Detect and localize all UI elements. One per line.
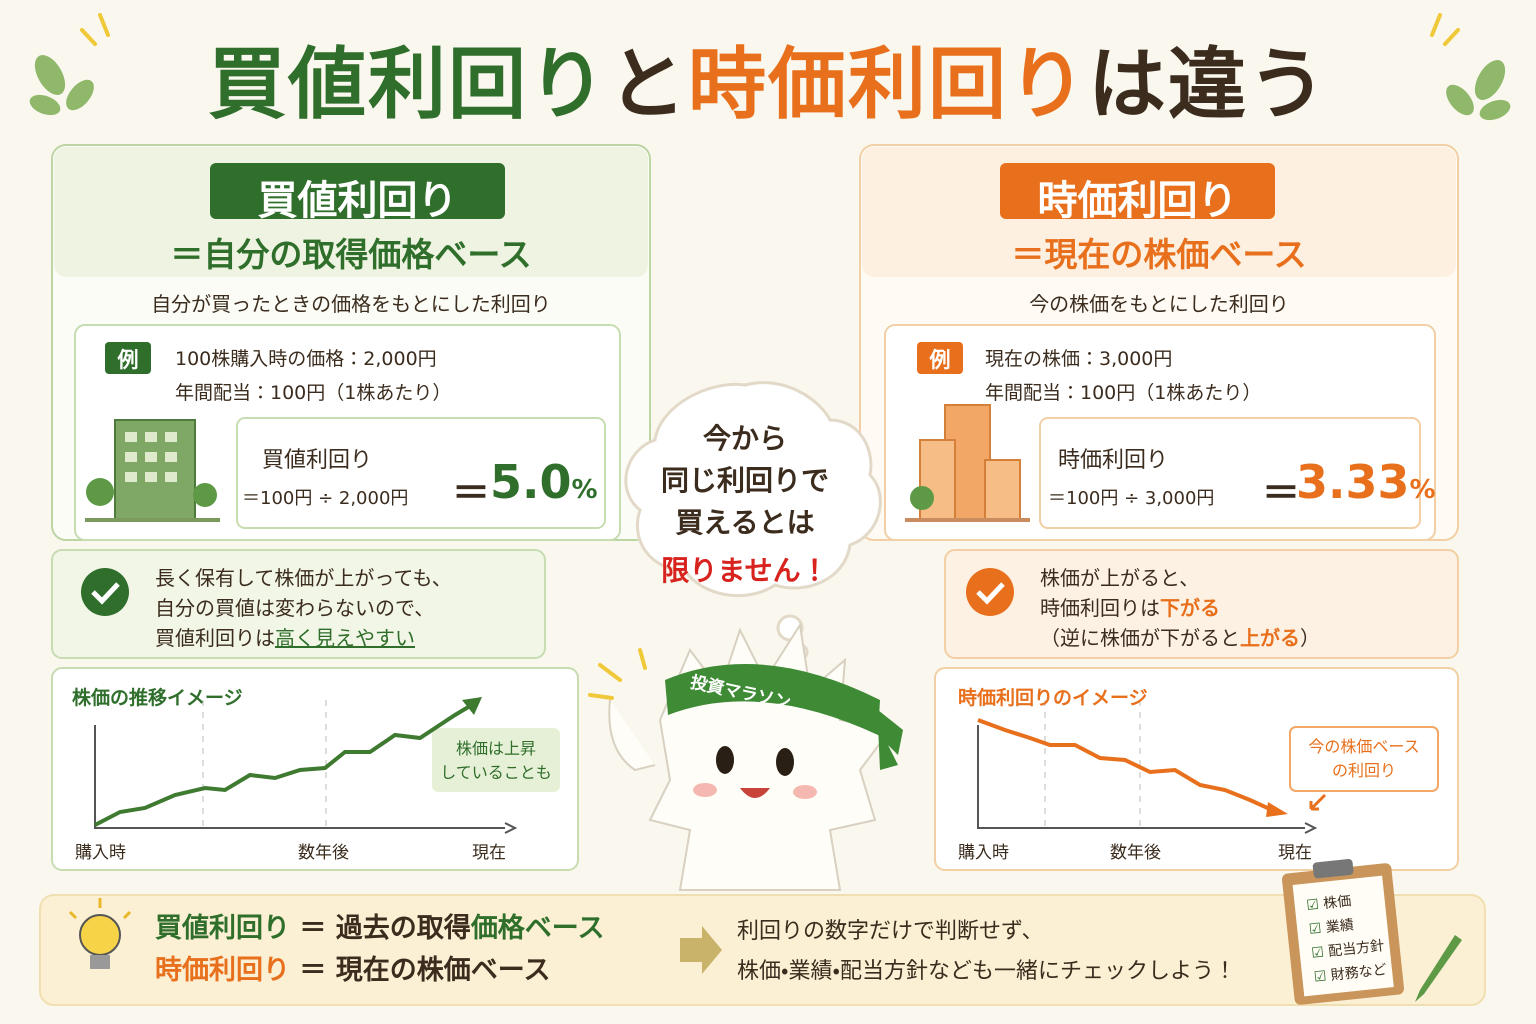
example-line: 現在の株価：3,000円 [985,348,1173,370]
chart-title: 時価利回りのイメージ [958,687,1148,709]
badge: 買値利回り [257,178,458,224]
sparkles [80,13,1460,700]
point-part: 買値利回りは [155,626,275,650]
summary-part: 時価利回り [155,955,290,986]
note-line: 今の株価ベース [1308,737,1420,756]
result-value: 5.0 [490,455,572,509]
checklist: ☑ 株価 ☑ 業績 ☑ 配当方針 ☑ 財務など [1305,886,1388,989]
summary-part: ＝ 過去の取得 [299,913,471,944]
result-unit: % [1409,475,1436,505]
note-line: していることも [440,763,552,782]
point-highlight: 上がる [1240,626,1300,650]
x-label: 数年後 [298,843,349,863]
point-line: 株価が上がると、 [1040,566,1200,590]
subtitle: ＝現在の株価ベース [1011,235,1307,274]
calc-label: 買値利回り [262,448,373,473]
check-text: 業績 [1325,917,1355,937]
title-part: 時価利回り [688,40,1089,130]
calc-equals: ＝ [452,471,491,515]
badge: 時価利回り [1037,178,1238,224]
subtitle: ＝自分の取得価格ベース [170,235,532,274]
check-text: 株価 [1322,893,1353,913]
calc-equals: ＝ [1262,471,1301,515]
bubble-line: 限りません！ [661,554,829,587]
leaves [29,55,1511,121]
point-line: 長く保有して株価が上がっても、 [155,566,452,590]
x-label: 数年後 [1110,843,1161,863]
bulb [68,898,132,969]
advice-line: 株価・業績・配当方針なども一緒にチェックしよう！ [737,959,1236,984]
advice: 利回りの数字だけで判断せず、株価・業績・配当方針なども一緒にチェックしよう！ [737,912,1236,992]
point-highlight: 下がる [1160,596,1220,620]
example-tag: 例 [117,348,139,372]
x-label: 購入時 [958,843,1009,863]
point-part: （逆に株価が下がると [1040,626,1240,650]
check-text: 財務など [1330,962,1388,984]
calc-result: 3.33% [1296,455,1436,509]
summary-part: ＝ 現在の株価ベース [299,955,551,986]
calc-label: 時価利回り [1058,448,1169,473]
calc-result: 5.0% [490,455,598,509]
point-line: 自分の買値は変わらないので、 [155,596,435,620]
description: 今の株価をもとにした利回り [1029,292,1289,316]
x-label: 現在 [472,843,506,863]
bubble-line: 同じ利回りで [660,464,829,497]
mascot [608,622,903,891]
x-label: 現在 [1278,843,1312,863]
summary-line: 買値利回り ＝ 過去の取得価格ベース [155,908,604,950]
point-part: ） [1300,626,1320,650]
point-line: 時価利回りは下がる [1040,593,1320,623]
title-part: と [607,40,688,130]
result-value: 3.33 [1296,455,1410,509]
chart-note: 株価は上昇していることも [432,737,560,785]
calc-formula: ＝100円 ÷ 2,000円 [242,488,409,509]
title-part: は違う [1088,40,1329,130]
description: 自分が買ったときの価格をもとにした利回り [151,292,551,316]
check-text: 配当方針 [1327,938,1385,960]
point-highlight: 高く見えやすい [275,626,415,650]
building-left [85,419,220,522]
building-right [905,404,1030,522]
chart-title: 株価の推移イメージ [72,687,243,709]
bubble-line: 今から [702,422,787,455]
clipboard [1281,859,1462,1005]
example-line: 100株購入時の価格：2,000円 [175,348,437,370]
example-line: 年間配当：100円（1株あたり） [175,382,452,404]
calc-formula: ＝100円 ÷ 3,000円 [1048,488,1215,509]
summary-line: 時価利回り ＝ 現在の株価ベース [155,950,604,992]
title-part: 買値利回り [207,40,608,130]
bubble-line: 買えるとは [675,506,815,539]
advice-line: 利回りの数字だけで判断せず、 [737,919,1044,944]
main-title: 買値利回りと時価利回りは違う [0,22,1536,134]
point-part: 時価利回りは [1040,596,1160,620]
bubble-text: 今から同じ利回りで 買えるとは限りません！ [640,418,850,592]
point-text: 株価が上がると、 時価利回りは下がる （逆に株価が下がると上がる） [1040,563,1320,653]
summary-part: 価格ベース [470,913,605,944]
result-unit: % [571,475,598,505]
summary: 買値利回り ＝ 過去の取得価格ベース 時価利回り ＝ 現在の株価ベース [155,908,604,992]
note-line: 株価は上昇 [455,739,536,758]
point-text: 長く保有して株価が上がっても、 自分の買値は変わらないので、 買値利回りは高く見えや… [155,563,452,653]
example-tag: 例 [929,348,951,372]
example-line: 年間配当：100円（1株あたり） [985,382,1262,404]
summary-part: 買値利回り [155,913,290,944]
chart-note: 今の株価ベース の利回り [1290,735,1438,783]
point-line: （逆に株価が下がると上がる） [1040,623,1320,653]
x-label: 購入時 [75,843,126,863]
point-line: 買値利回りは高く見えやすい [155,623,452,653]
note-line: の利回り [1331,761,1396,780]
